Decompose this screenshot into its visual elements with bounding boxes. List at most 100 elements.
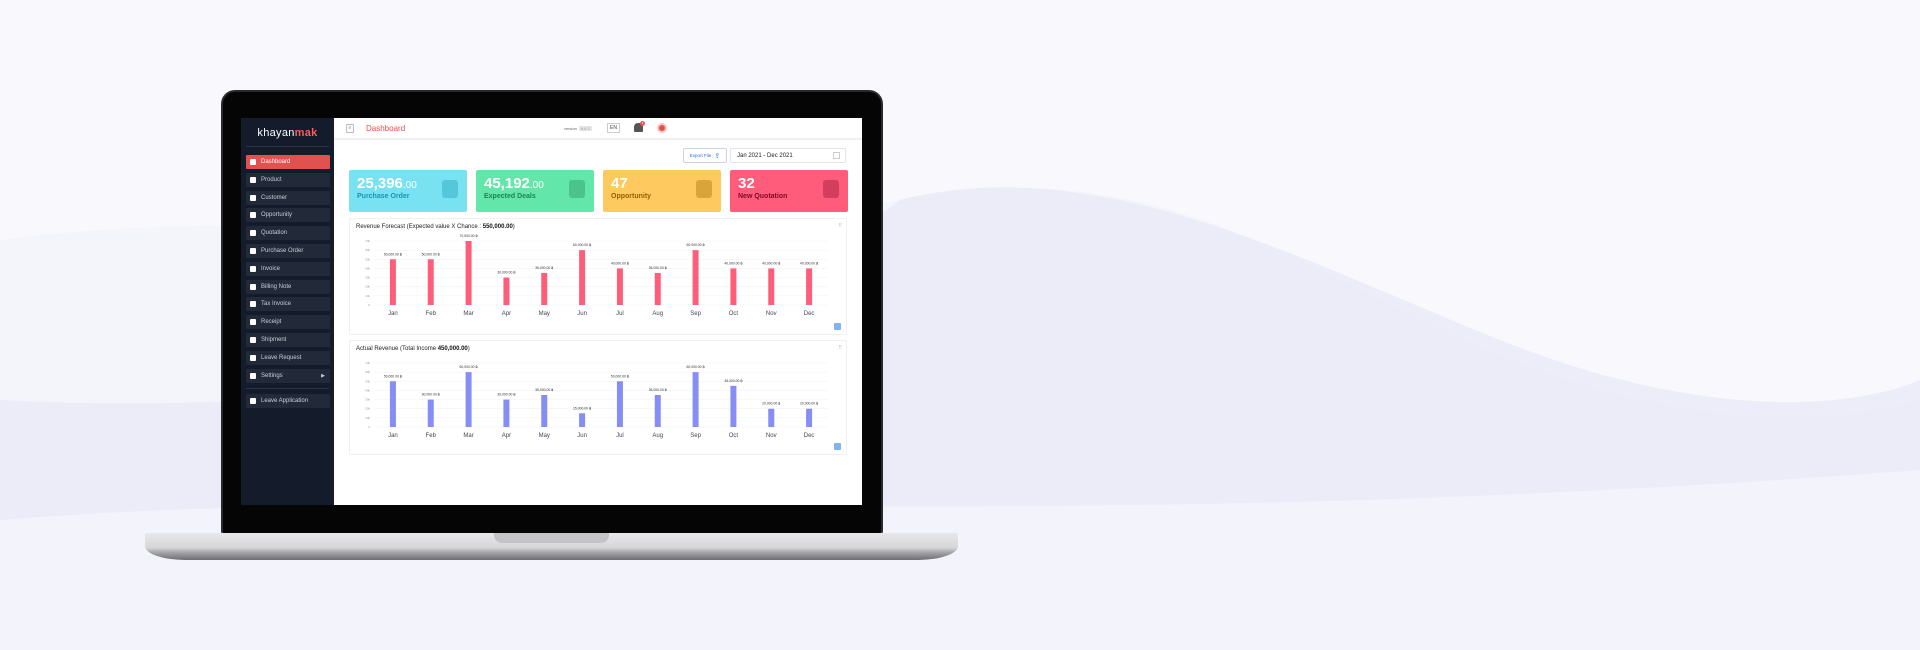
bar-feb[interactable] — [427, 259, 434, 305]
stat-card-expected-deals[interactable]: 45,192.00 Expected Deals — [476, 170, 594, 212]
x-tick-label: Jan — [388, 311, 398, 317]
bar-sep[interactable] — [692, 372, 699, 427]
data-label: 40,000.00 ฿ — [800, 261, 818, 265]
sidebar-item-label: Tax Invoice — [261, 301, 292, 308]
sidebar-item-opportunity[interactable]: Opportunity — [246, 208, 330, 223]
bar-oct[interactable] — [730, 268, 737, 305]
sidebar-item-settings[interactable]: Settings ▶ — [246, 368, 330, 383]
stat-value: 45,192.00 — [484, 175, 586, 192]
divider — [246, 146, 329, 147]
stat-card-purchase-order[interactable]: 25,396.00 Purchase Order — [349, 170, 467, 212]
menu-toggle-icon[interactable]: ≡ — [346, 124, 354, 133]
sidebar-item-purchase-order[interactable]: Purchase Order — [246, 244, 330, 258]
bar-jul[interactable] — [616, 381, 623, 427]
stat-label: New Quotation — [738, 193, 788, 200]
bar-jun[interactable] — [579, 413, 586, 427]
x-tick-label: Oct — [729, 311, 739, 317]
sidebar-item-invoice[interactable]: Invoice — [246, 261, 330, 276]
bar-dec[interactable] — [806, 268, 813, 305]
quotation-icon — [823, 180, 839, 198]
bar-oct[interactable] — [730, 385, 737, 427]
bar-apr[interactable] — [503, 399, 510, 427]
chart-icon — [250, 159, 256, 165]
cart-icon — [250, 248, 256, 254]
x-tick-label: Mar — [463, 433, 473, 439]
date-range-picker[interactable]: Jan 2021 - Dec 2021 — [730, 148, 846, 163]
bar-jul[interactable] — [616, 268, 623, 305]
document-icon — [250, 230, 256, 237]
stat-value: 25,396.00 — [357, 175, 459, 192]
bar-mar[interactable] — [465, 241, 472, 305]
y-tick-label: 70k — [365, 239, 370, 243]
plane-icon — [250, 354, 256, 361]
x-tick-label: Jun — [577, 433, 587, 439]
x-tick-label: Dec — [804, 311, 815, 317]
thumbs-up-icon — [569, 180, 585, 198]
sidebar-item-leave-application[interactable]: Leave Application — [246, 394, 330, 408]
sidebar-item-receipt[interactable]: Receipt — [246, 315, 330, 330]
sidebar-item-dashboard[interactable]: Dashboard — [246, 155, 330, 169]
data-label: 50,000.00 ฿ — [384, 252, 402, 256]
logo-suffix: mak — [294, 127, 318, 139]
export-file-button[interactable]: Export File ⇪ — [683, 148, 727, 163]
avatar[interactable] — [657, 123, 667, 133]
y-tick-label: 40k — [365, 266, 370, 270]
data-label: 60,000.00 ฿ — [686, 365, 704, 369]
bar-dec[interactable] — [806, 408, 813, 427]
stat-card-new-quotation[interactable]: 32 New Quotation — [730, 170, 848, 212]
chart-title-end: ) — [467, 346, 470, 352]
bar-jan[interactable] — [389, 381, 396, 427]
x-tick-label: May — [539, 433, 550, 439]
bar-sep[interactable] — [692, 250, 699, 305]
bar-aug[interactable] — [654, 395, 661, 427]
bar-jan[interactable] — [389, 259, 396, 305]
sidebar-item-quotation[interactable]: Quotation — [246, 226, 330, 241]
x-tick-label: Oct — [729, 433, 739, 439]
sidebar-item-label: Receipt — [261, 319, 282, 326]
sidebar-item-label: Quotation — [261, 230, 288, 237]
x-tick-label: Aug — [652, 433, 663, 439]
sidebar-item-customer[interactable]: Customer — [246, 190, 330, 205]
bar-feb[interactable] — [427, 399, 434, 427]
calendar-icon[interactable] — [833, 152, 840, 159]
download-chart-icon[interactable] — [834, 443, 841, 450]
logo[interactable]: khayanmak — [241, 127, 334, 139]
data-label: 40,000.00 ฿ — [724, 261, 742, 265]
data-label: 35,000.00 ฿ — [535, 388, 553, 392]
data-label: 60,000.00 ฿ — [686, 243, 704, 247]
bar-mar[interactable] — [465, 372, 472, 427]
y-tick-label: 40k — [365, 388, 370, 392]
bar-nov[interactable] — [768, 408, 775, 427]
sidebar-item-label: Customer — [261, 194, 288, 201]
invoice-icon — [250, 265, 256, 272]
y-tick-label: 0 — [368, 425, 370, 429]
sidebar-item-label: Invoice — [261, 265, 281, 272]
bell-icon[interactable] — [634, 123, 643, 132]
stat-number: 45,192 — [484, 175, 530, 192]
bar-apr[interactable] — [503, 277, 510, 305]
x-tick-label: Jun — [577, 311, 587, 317]
sidebar-item-billing-note[interactable]: Billing Note — [246, 279, 330, 294]
expand-icon[interactable]: ⠿ — [838, 345, 842, 351]
laptop-notch — [494, 533, 609, 543]
bar-aug[interactable] — [654, 273, 661, 305]
y-tick-label: 60k — [365, 370, 370, 374]
sidebar-item-tax-invoice[interactable]: Tax Invoice — [246, 297, 330, 312]
bar-nov[interactable] — [768, 268, 775, 305]
sidebar-item-shipment[interactable]: Shipment — [246, 333, 330, 347]
x-tick-label: Apr — [502, 311, 511, 317]
bar-jun[interactable] — [579, 250, 586, 305]
bar-may[interactable] — [541, 395, 548, 427]
download-chart-icon[interactable] — [834, 323, 841, 330]
sidebar-item-product[interactable]: Product — [246, 172, 330, 187]
y-tick-label: 50k — [365, 379, 370, 383]
chart-title-text: Actual Revenue (Total Income — [356, 346, 438, 352]
bar-may[interactable] — [541, 273, 548, 305]
revenue-forecast-chart: 0 10k 20k 30k 40k 50k 60k 70k 50,000.00 ฿ Jan 50,0… — [365, 234, 828, 317]
sidebar-item-label: Shipment — [261, 337, 287, 343]
language-button[interactable]: EN — [607, 123, 620, 133]
expand-icon[interactable]: ⠿ — [838, 223, 842, 229]
stat-card-opportunity[interactable]: 47 Opportunity — [603, 170, 721, 212]
sidebar-item-leave-request[interactable]: Leave Request — [246, 350, 330, 365]
x-tick-label: May — [539, 311, 550, 317]
